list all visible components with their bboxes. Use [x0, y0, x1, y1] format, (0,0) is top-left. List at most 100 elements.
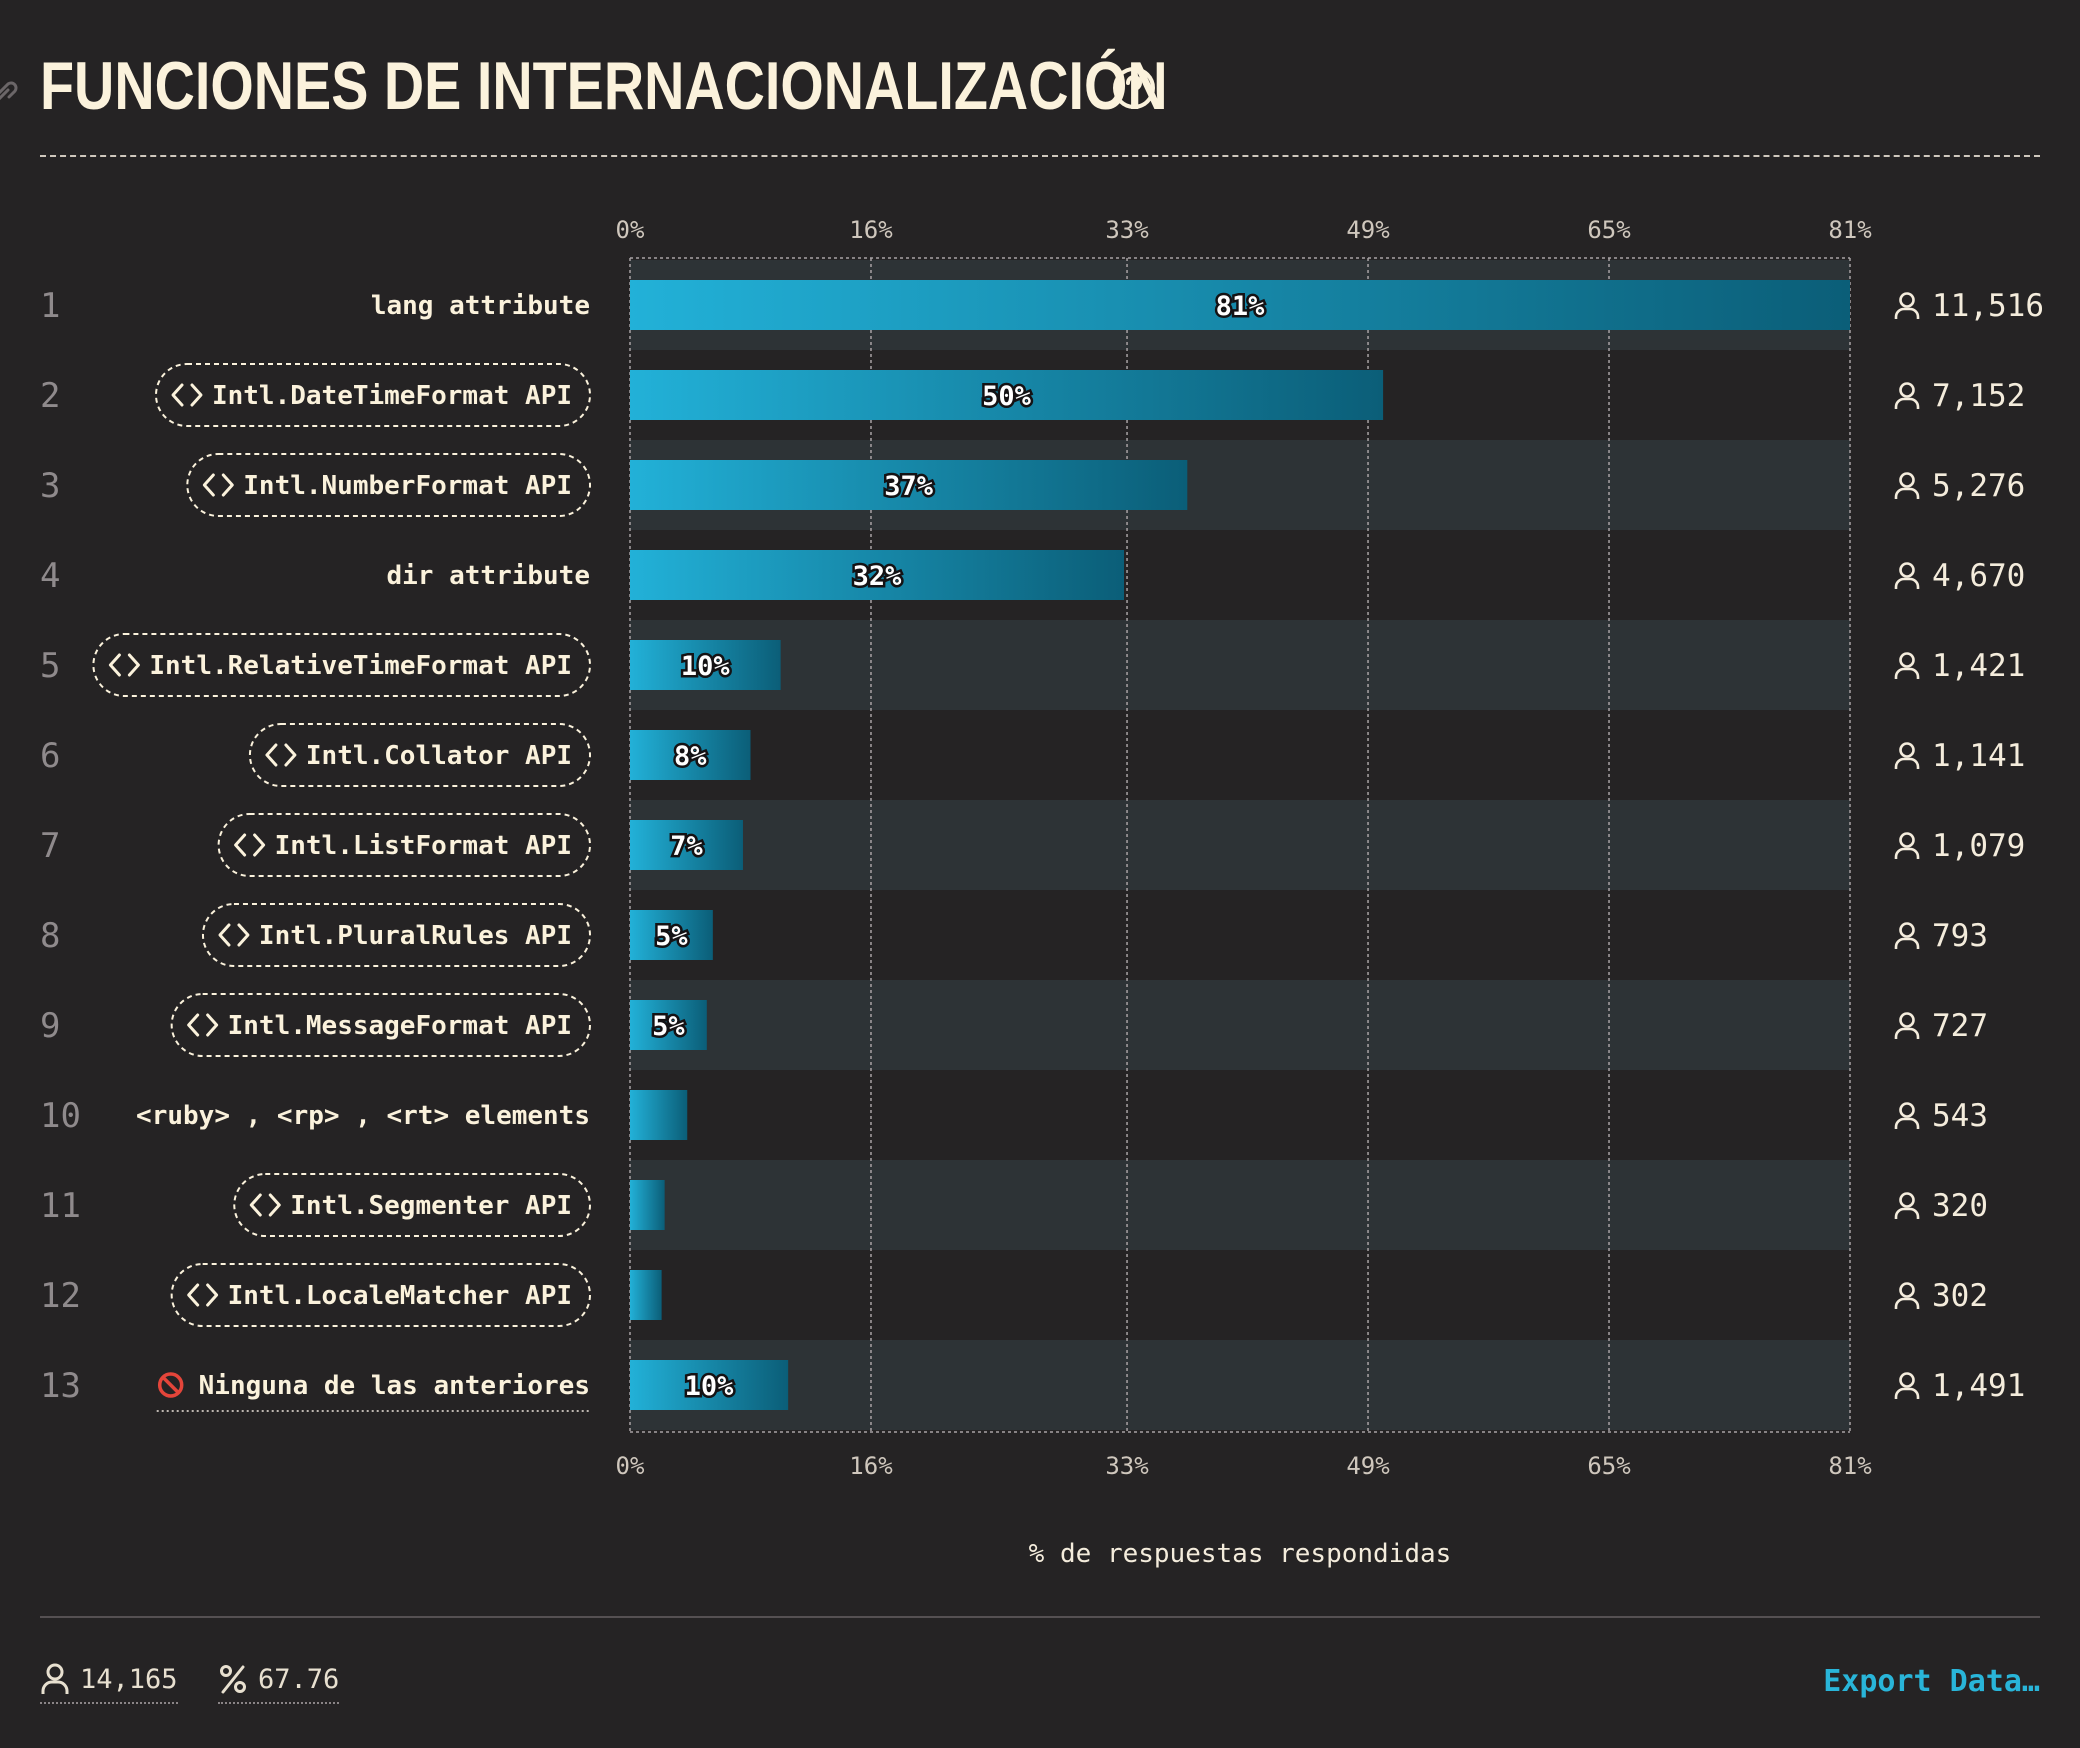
api-label-pill[interactable]: Intl.Segmenter API	[233, 1173, 591, 1237]
category-label: dir attribute	[387, 561, 591, 591]
tick-label-top: 33%	[1105, 216, 1149, 244]
bar-value-label: 5%	[652, 1011, 685, 1042]
api-label-pill[interactable]: Intl.ListFormat API	[217, 813, 591, 877]
count-value: 4,670	[1932, 558, 2025, 594]
respondent-count: 5,276	[1894, 468, 2025, 504]
link-icon[interactable]	[0, 72, 18, 112]
rank-number: 4	[40, 556, 60, 596]
code-icon	[265, 743, 297, 767]
user-icon	[1899, 472, 1915, 488]
x-axis-title: % de respuestas respondidas	[1029, 1539, 1452, 1569]
rank-number: 8	[40, 916, 60, 956]
rank-number: 10	[40, 1096, 81, 1136]
pill-border	[248, 723, 592, 787]
bar[interactable]	[630, 730, 751, 780]
row-background	[630, 1340, 1850, 1430]
rank-number: 3	[40, 466, 60, 506]
category-label: Ninguna de las anteriores	[199, 1371, 590, 1401]
none-option-label[interactable]: Ninguna de las anteriores	[156, 1371, 590, 1412]
respondent-count: 4,670	[1894, 558, 2025, 594]
bar[interactable]	[630, 640, 781, 690]
tick-label-bottom: 81%	[1828, 1452, 1872, 1480]
code-icon	[234, 833, 266, 857]
user-icon	[1899, 652, 1915, 668]
bar-value-label: 37%	[884, 471, 934, 502]
bar[interactable]	[630, 550, 1125, 600]
prohibited-icon-slash	[161, 1376, 180, 1394]
count-value: 1,491	[1932, 1368, 2025, 1404]
pill-border	[170, 993, 591, 1057]
user-icon-body	[1894, 937, 1920, 949]
code-icon	[187, 1013, 219, 1037]
bar[interactable]	[630, 1090, 688, 1140]
user-icon	[1899, 1282, 1915, 1298]
user-icon-body	[1894, 1207, 1920, 1219]
total-respondents-value: 14,165	[80, 1663, 178, 1695]
user-icon-body	[1894, 847, 1920, 859]
respondent-count: 1,141	[1894, 738, 2025, 774]
api-label-pill[interactable]: Intl.Collator API	[248, 723, 592, 787]
category-label: Intl.Segmenter API	[290, 1191, 572, 1221]
bar[interactable]	[630, 460, 1188, 510]
api-label-pill[interactable]: Intl.RelativeTimeFormat API	[92, 633, 592, 697]
count-value: 1,421	[1932, 648, 2025, 684]
bar[interactable]	[630, 1360, 789, 1410]
bar[interactable]	[630, 370, 1384, 420]
bar[interactable]	[630, 1000, 707, 1050]
user-icon	[1899, 382, 1915, 398]
code-icon	[187, 1283, 219, 1307]
rank-number: 5	[40, 646, 60, 686]
user-icon-body	[1894, 487, 1920, 499]
tick-label-bottom: 16%	[849, 1452, 893, 1480]
api-label-pill[interactable]: Intl.LocaleMatcher API	[170, 1263, 591, 1327]
pill-border	[92, 633, 592, 697]
user-icon	[1899, 292, 1915, 308]
bar-value-label: 5%	[655, 921, 688, 952]
user-icon-body	[1894, 1297, 1920, 1309]
user-icon-body	[1894, 1387, 1920, 1399]
count-value: 793	[1932, 918, 1988, 954]
user-icon	[1899, 562, 1915, 578]
user-icon-body	[1894, 757, 1920, 769]
rank-number: 7	[40, 826, 60, 866]
respondent-count: 7,152	[1894, 378, 2025, 414]
rank-number: 2	[40, 376, 60, 416]
code-icon	[108, 653, 140, 677]
pill-border	[217, 813, 591, 877]
category-label: Intl.Collator API	[306, 741, 572, 771]
bar-value-label: 7%	[670, 831, 703, 862]
api-label-pill[interactable]: Intl.DateTimeFormat API	[155, 363, 591, 427]
percent-icon	[220, 1665, 246, 1694]
tick-label-top: 65%	[1587, 216, 1631, 244]
bar-value-label: 8%	[674, 741, 707, 772]
bar-value-label: 10%	[681, 651, 731, 682]
api-label-pill[interactable]: Intl.PluralRules API	[201, 903, 592, 967]
total-respondents-stat: 14,165	[40, 1662, 178, 1704]
percent-answered-stat: 67.76	[218, 1662, 340, 1704]
footer-divider	[40, 1616, 2040, 1618]
api-label-pill[interactable]: Intl.NumberFormat API	[186, 453, 591, 517]
bar[interactable]	[630, 1180, 665, 1230]
user-icon	[1899, 1372, 1915, 1388]
tick-label-top: 49%	[1346, 216, 1390, 244]
user-icon	[1899, 832, 1915, 848]
rank-number: 13	[40, 1366, 81, 1406]
respondent-count: 320	[1894, 1188, 1988, 1224]
bar[interactable]	[630, 820, 743, 870]
user-icon-body	[1894, 397, 1920, 409]
code-icon	[202, 473, 234, 497]
user-icon	[1899, 922, 1915, 938]
respondent-count: 302	[1894, 1278, 1988, 1314]
bar[interactable]	[630, 910, 713, 960]
bar[interactable]	[630, 280, 1850, 330]
api-label-pill[interactable]: Intl.MessageFormat API	[170, 993, 591, 1057]
count-value: 302	[1932, 1278, 1988, 1314]
count-value: 11,516	[1932, 288, 2044, 324]
bar[interactable]	[630, 1270, 662, 1320]
export-data-link[interactable]: Export Data…	[1823, 1664, 2040, 1699]
question-circle-icon[interactable]	[1110, 64, 1158, 112]
count-value: 543	[1932, 1098, 1988, 1134]
user-icon	[1899, 1012, 1915, 1028]
user-icon-body	[1894, 1027, 1920, 1039]
user-icon-body	[1894, 307, 1920, 319]
